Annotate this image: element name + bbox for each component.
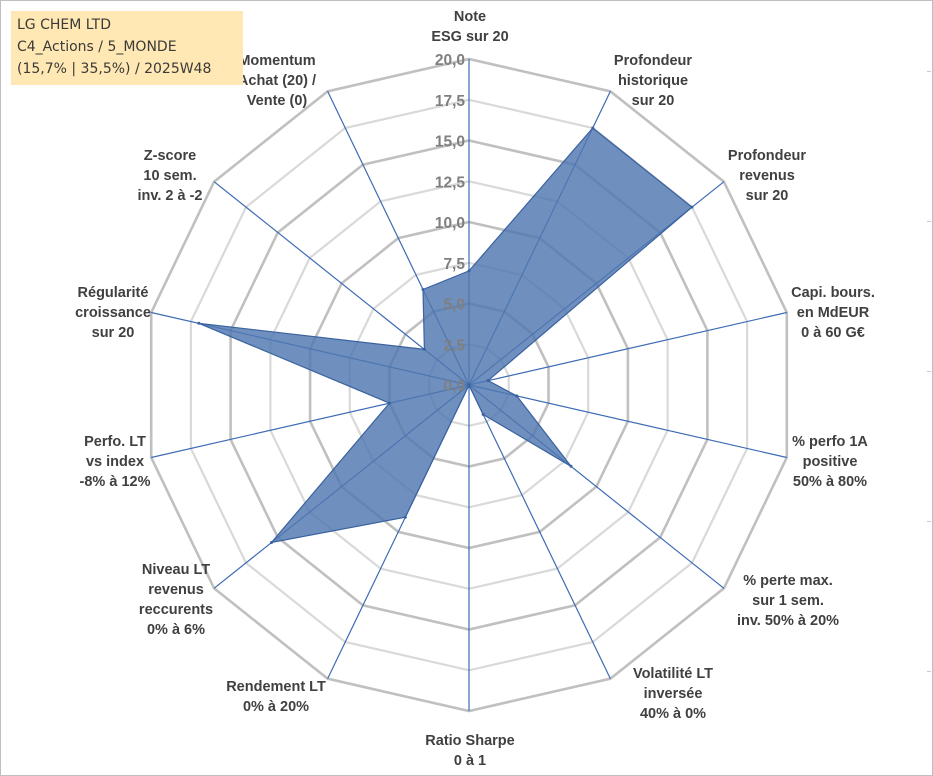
data-point-11 [388, 401, 391, 405]
axis-label-12-line-1: Régularité [78, 285, 149, 301]
title-portfolio: C4_Actions / 5_MONDE [17, 39, 177, 55]
data-point-2 [591, 126, 595, 130]
axis-label-9: Rendement LT 0% à 20% [226, 679, 326, 715]
tick-label-2: 5,0 [443, 297, 465, 314]
data-point-1 [467, 269, 471, 273]
axis-label-12: Régularité croissance sur 20 [75, 285, 151, 341]
tick-layer: 0,0 2,5 5,0 7,5 10,0 12,5 15,0 17,5 20,0 [435, 52, 466, 395]
title-company: LG CHEM LTD [17, 17, 111, 33]
axis-label-2: Profondeur historique sur 20 [614, 53, 692, 109]
axis-label-6-line-1: % perte max. [743, 573, 832, 589]
axis-label-13-line-1: Z-score [144, 148, 196, 164]
data-point-3 [690, 205, 694, 209]
axis-label-4-line-3: 0 à 60 G€ [801, 325, 865, 341]
title-stats: (15,7% | 35,5%) / 2025W48 [17, 61, 212, 77]
data-point-10 [270, 541, 273, 544]
data-point-13 [422, 347, 426, 351]
axis-spoke-5 [468, 384, 787, 459]
axis-label-11-line-2: vs index [86, 454, 144, 470]
axis-label-9-line-2: 0% à 20% [243, 699, 309, 715]
axis-label-5: % perfo 1A positive 50% à 80% [792, 434, 868, 490]
tick-label-4: 10,0 [435, 215, 465, 232]
data-point-5 [515, 394, 519, 398]
area-layer [197, 126, 694, 544]
data-point-6 [569, 464, 573, 468]
axis-label-10-line-3: reccurents [139, 602, 213, 618]
axis-label-5-line-1: % perfo 1A [792, 434, 868, 450]
axis-label-13-line-2: 10 sem. [143, 168, 196, 184]
axis-label-1-line-1: Note [454, 9, 486, 25]
tick-label-0: 0,0 [443, 378, 465, 395]
axis-label-3-line-1: Profondeur [728, 148, 806, 164]
data-point-7 [481, 412, 485, 416]
data-point-4 [486, 379, 490, 383]
axis-label-4: Capi. bours. en MdEUR 0 à 60 G€ [791, 285, 875, 341]
axis-label-8: Ratio Sharpe 0 à 1 [425, 733, 514, 769]
axis-label-8-line-2: 0 à 1 [454, 753, 486, 769]
axis-label-10: Niveau LT revenus reccurents 0% à 6% [139, 562, 213, 638]
axis-label-3-line-3: sur 20 [746, 188, 789, 204]
axis-label-12-line-3: sur 20 [92, 325, 135, 341]
axis-label-2-line-3: sur 20 [632, 93, 675, 109]
axis-label-9-line-1: Rendement LT [226, 679, 326, 695]
axis-label-3-line-2: revenus [739, 168, 795, 184]
tick-label-5: 12,5 [435, 174, 466, 191]
axis-label-11-line-1: Perfo. LT [84, 434, 146, 450]
tick-label-8: 20,0 [435, 52, 465, 69]
axis-label-6-line-2: sur 1 sem. [752, 593, 824, 609]
axis-label-7-line-2: inversée [644, 686, 703, 702]
axis-label-12-line-2: croissance [75, 305, 151, 321]
axis-label-14: Momentum Achat (20) / Vente (0) [238, 53, 316, 109]
axis-label-4-line-1: Capi. bours. [791, 285, 875, 301]
axis-label-5-line-3: 50% à 80% [793, 474, 867, 490]
axis-label-7-line-3: 40% à 0% [640, 706, 706, 722]
axis-spoke-7 [468, 384, 611, 679]
axis-label-14-line-2: Achat (20) / [238, 73, 316, 89]
axis-spoke-4 [468, 311, 787, 386]
axis-label-2-line-2: historique [618, 73, 688, 89]
tick-label-3: 7,5 [443, 256, 465, 273]
axis-label-13-line-3: inv. 2 à -2 [137, 188, 202, 204]
axis-label-11-line-3: -8% à 12% [80, 474, 151, 490]
axis-label-6: % perte max. sur 1 sem. inv. 50% à 20% [737, 573, 839, 629]
axis-label-1: Note ESG sur 20 [431, 9, 508, 45]
data-point-14 [421, 288, 425, 291]
label-layer: Note ESG sur 20 Profondeur historique sur 20… [75, 9, 875, 769]
axis-label-8-line-1: Ratio Sharpe [425, 733, 514, 749]
axis-label-6-line-3: inv. 50% à 20% [737, 613, 839, 629]
tick-label-1: 2,5 [443, 337, 465, 354]
axis-label-3: Profondeur revenus sur 20 [728, 148, 806, 204]
axis-label-4-line-2: en MdEUR [797, 305, 870, 321]
tick-label-7: 17,5 [435, 93, 466, 110]
axis-label-14-line-3: Vente (0) [247, 93, 308, 109]
axis-label-7-line-1: Volatilité LT [633, 666, 713, 682]
axis-label-10-line-2: revenus [148, 582, 204, 598]
data-point-12 [197, 321, 201, 325]
tick-label-6: 15,0 [435, 134, 465, 151]
scroll-track[interactable] [927, 71, 931, 761]
data-point-8 [467, 383, 471, 387]
axis-label-11: Perfo. LT vs index -8% à 12% [80, 434, 151, 490]
title-box: LG CHEM LTD C4_Actions / 5_MONDE (15,7% … [11, 11, 243, 85]
axis-label-10-line-1: Niveau LT [142, 562, 210, 578]
axis-label-1-line-2: ESG sur 20 [431, 29, 508, 45]
axis-label-5-line-2: positive [803, 454, 858, 470]
axis-label-13: Z-score 10 sem. inv. 2 à -2 [137, 148, 202, 204]
axis-label-2-line-1: Profondeur [614, 53, 692, 69]
data-point-9 [403, 515, 407, 519]
axis-label-10-line-4: 0% à 6% [147, 622, 205, 638]
axis-label-7: Volatilité LT inversée 40% à 0% [633, 666, 713, 722]
axis-label-14-line-1: Momentum [238, 53, 315, 69]
